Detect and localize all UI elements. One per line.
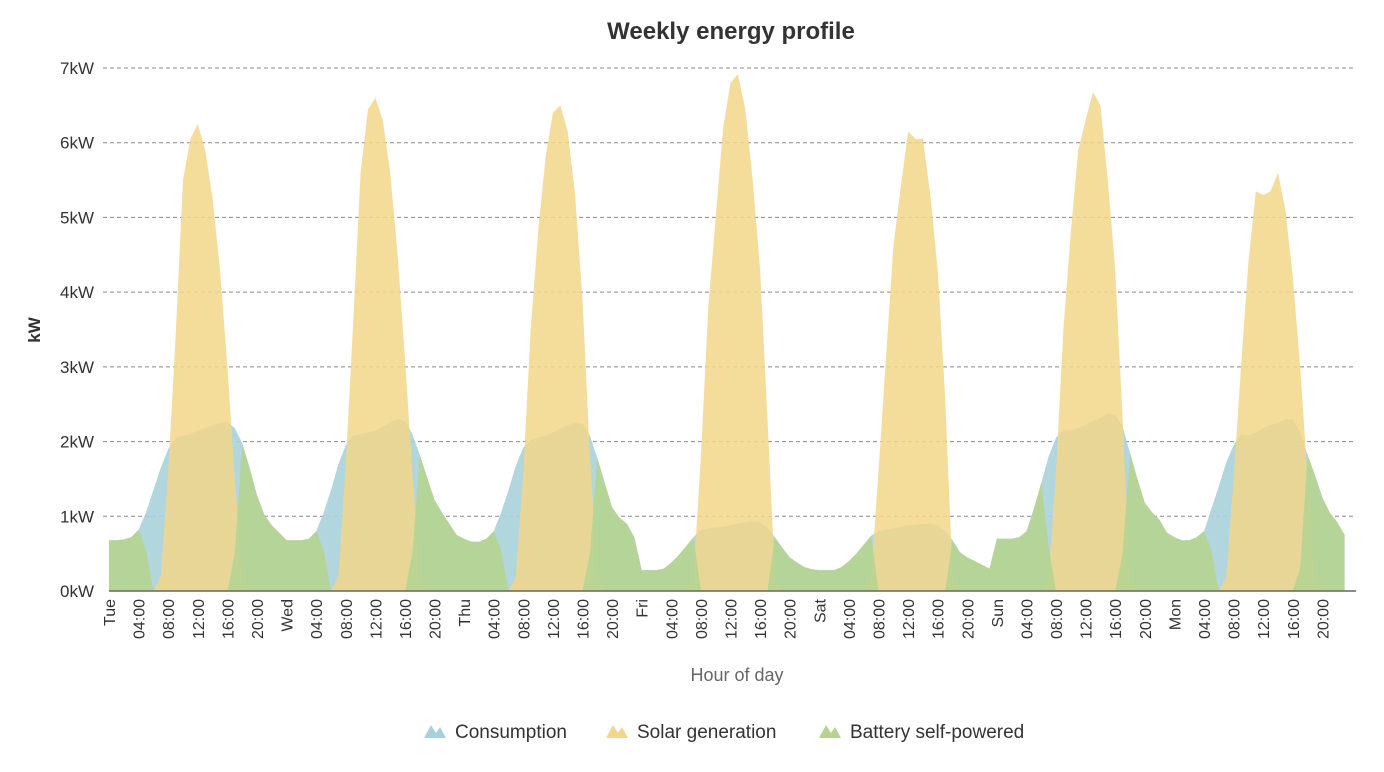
x-tick-label: Tue: [102, 599, 119, 626]
series-area-solar-generation: [109, 74, 1345, 591]
x-tick-label: 08:00: [1049, 599, 1066, 639]
x-tick-label: 16:00: [398, 599, 415, 639]
x-tick-label: 08:00: [694, 599, 711, 639]
legend-item-consumption[interactable]: Consumption: [424, 722, 567, 743]
legend-swatch-icon: [606, 725, 628, 738]
x-tick-label: 20:00: [960, 599, 977, 639]
legend-item-battery-self-powered[interactable]: Battery self-powered: [819, 722, 1024, 743]
x-tick-label: 04:00: [132, 599, 149, 639]
area-layer: [109, 74, 1345, 591]
legend-item-solar-generation[interactable]: Solar generation: [606, 722, 776, 743]
y-axis-label: kW: [25, 316, 44, 342]
x-tick-label: 04:00: [487, 599, 504, 639]
x-tick-label: 16:00: [931, 599, 948, 639]
x-axis-label: Hour of day: [690, 665, 783, 685]
x-tick-label: 04:00: [664, 599, 681, 639]
x-tick-label: 12:00: [1079, 599, 1096, 639]
x-tick-label: 20:00: [1138, 599, 1155, 639]
y-tick-label: 1kW: [60, 507, 94, 526]
x-tick-label: 16:00: [1286, 599, 1303, 639]
x-tick-label: 04:00: [1019, 599, 1036, 639]
x-tick-label: Fri: [635, 599, 652, 618]
x-tick-label: 12:00: [546, 599, 563, 639]
x-tick-label: 04:00: [1197, 599, 1214, 639]
x-tick-label: 20:00: [250, 599, 267, 639]
x-tick-label: 12:00: [724, 599, 741, 639]
x-tick-label: 16:00: [1108, 599, 1125, 639]
legend-label: Solar generation: [637, 722, 776, 743]
x-tick-label: Mon: [1167, 599, 1184, 630]
y-tick-label: 5kW: [60, 208, 94, 227]
y-tick-label: 3kW: [60, 358, 94, 377]
x-tick-label: 16:00: [576, 599, 593, 639]
y-tick-label: 7kW: [60, 59, 94, 78]
x-tick-label: 12:00: [1256, 599, 1273, 639]
y-tick-label: 6kW: [60, 134, 94, 153]
x-tick-label: Sat: [812, 598, 829, 623]
legend: Consumption Solar generation Battery self-…: [424, 722, 1024, 743]
x-tick-label: 04:00: [842, 599, 859, 639]
chart-title: Weekly energy profile: [607, 18, 855, 45]
x-tick-label: 08:00: [161, 599, 178, 639]
y-tick-label: 2kW: [60, 433, 94, 452]
x-tick-label: 16:00: [753, 599, 770, 639]
legend-swatch-icon: [424, 725, 446, 738]
x-tick-label: 20:00: [783, 599, 800, 639]
x-tick-label: 16:00: [220, 599, 237, 639]
axis-layer: 0kW 1kW 2kW 3kW 4kW 5kW 6kW 7kW Tue 04:00 08:00 12:…: [60, 59, 1356, 639]
x-tick-label: Sun: [990, 599, 1007, 627]
x-tick-label: 12:00: [368, 599, 385, 639]
y-tick-label: 0kW: [60, 582, 94, 601]
x-tick-label: 08:00: [871, 599, 888, 639]
y-tick-label: 4kW: [60, 283, 94, 302]
x-tick-label: 20:00: [1315, 599, 1332, 639]
x-tick-label: 08:00: [1227, 599, 1244, 639]
x-tick-label: 04:00: [309, 599, 326, 639]
x-tick-label: 12:00: [901, 599, 918, 639]
x-tick-label: 08:00: [516, 599, 533, 639]
x-tick-label: 08:00: [339, 599, 356, 639]
x-tick-label: Wed: [280, 599, 297, 632]
series-area-battery-self-powered: [109, 443, 1345, 591]
x-tick-label: 12:00: [191, 599, 208, 639]
x-tick-label: 20:00: [605, 599, 622, 639]
x-tick-label: 20:00: [428, 599, 445, 639]
legend-label: Consumption: [455, 722, 567, 743]
legend-label: Battery self-powered: [850, 722, 1024, 743]
x-tick-label: Thu: [457, 599, 474, 627]
legend-swatch-icon: [819, 725, 841, 738]
